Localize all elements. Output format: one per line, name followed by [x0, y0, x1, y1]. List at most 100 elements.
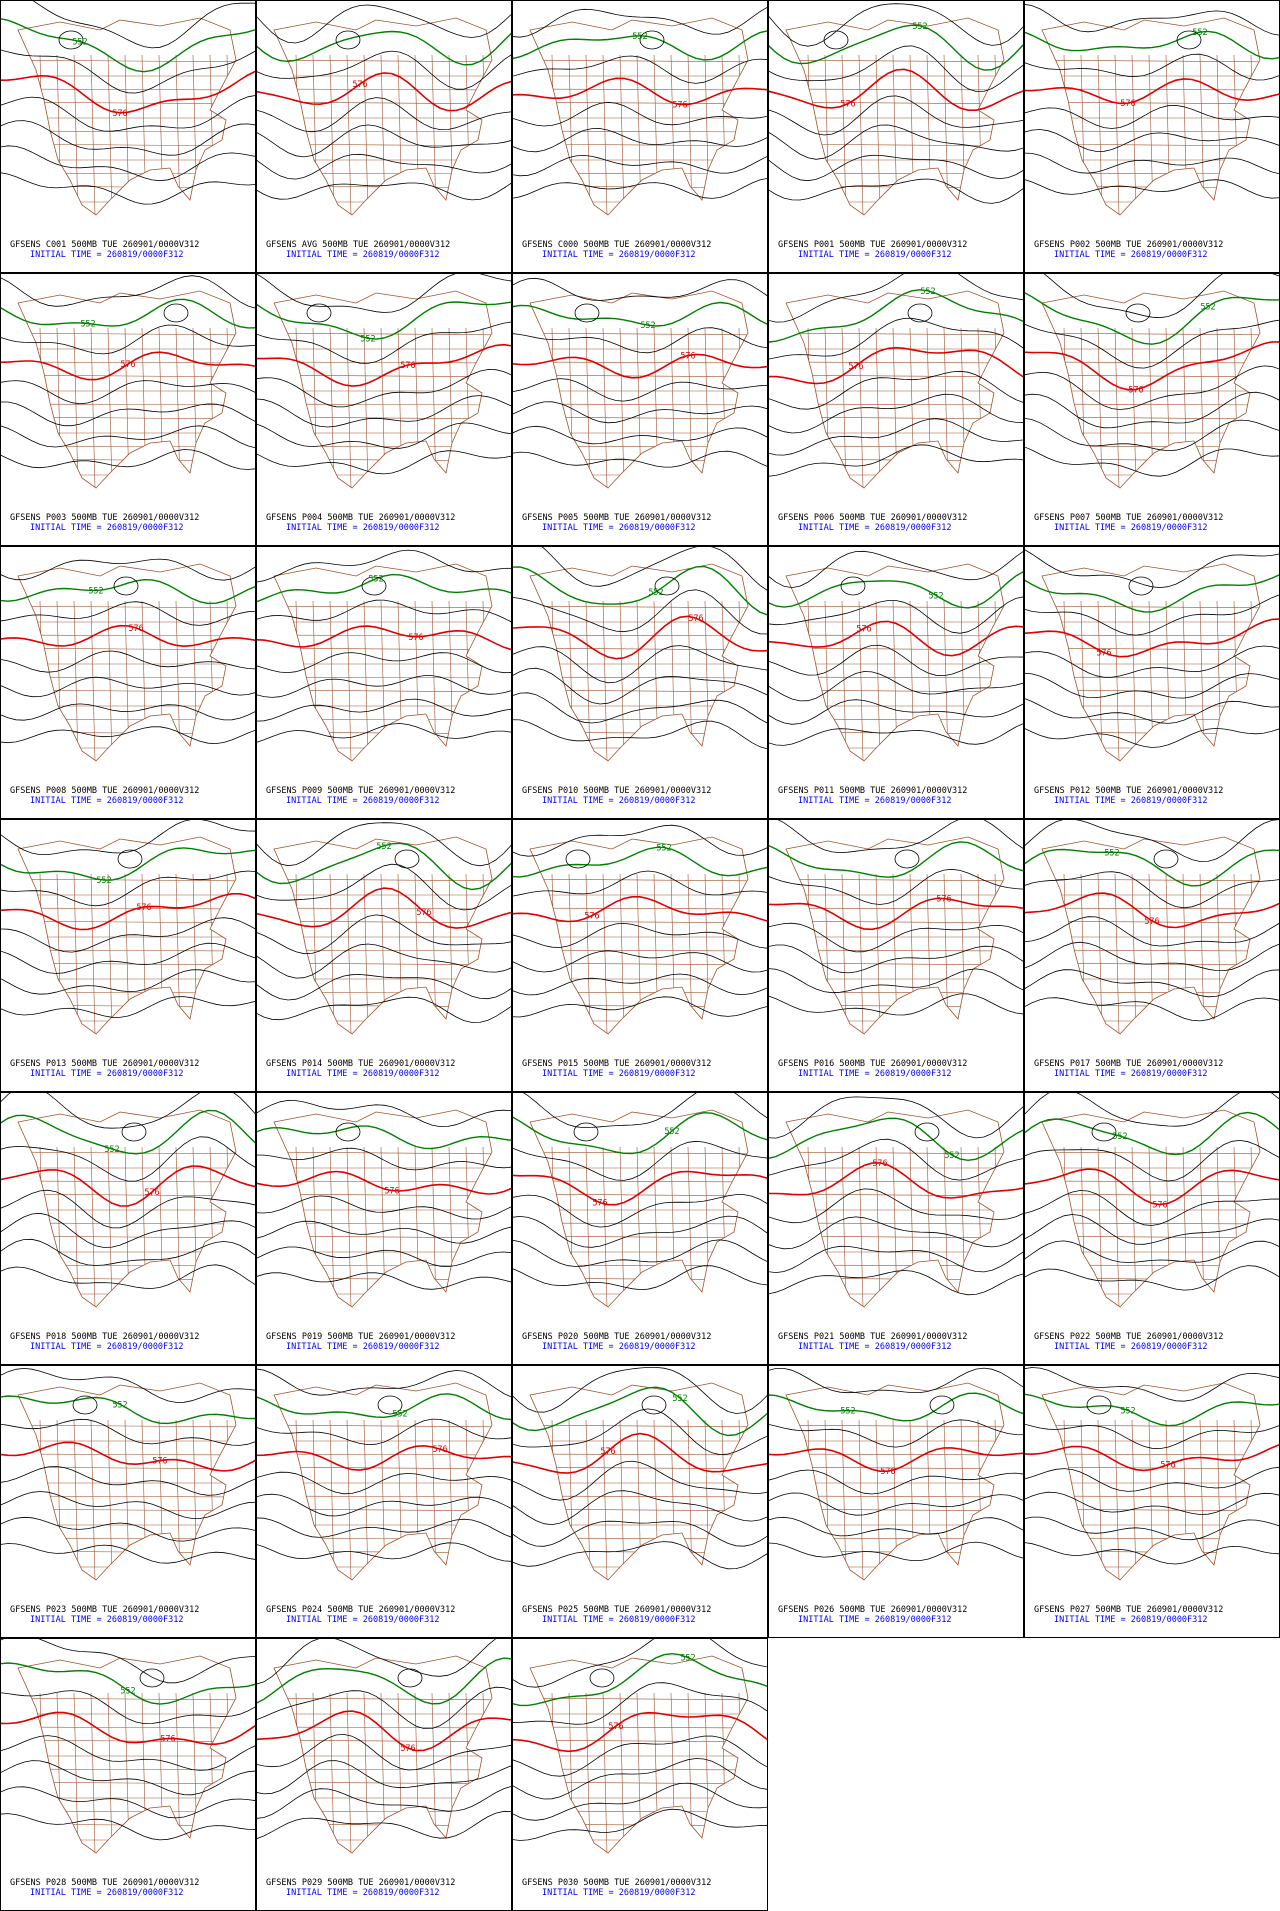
state-line [329, 873, 335, 1034]
contour-line [1025, 446, 1279, 477]
contour-label: 552 [656, 843, 671, 853]
contour-line [1, 120, 255, 156]
contour-line [513, 1194, 767, 1228]
contour-label: 576 [416, 908, 431, 918]
contour-line [1, 449, 255, 470]
state-line [363, 600, 369, 761]
state-line [585, 1419, 591, 1580]
contour-line [1025, 292, 1279, 345]
contour-line [257, 97, 511, 133]
contour-line [1025, 969, 1279, 998]
panel-frame [0, 0, 256, 273]
contour-line [769, 1270, 1023, 1296]
contour-line [1, 1711, 255, 1746]
contour-line [1025, 574, 1279, 613]
contour-line [257, 274, 511, 313]
map-panel: 576 GFSENS P019 500MB TUE 260901/0000V312… [256, 1092, 512, 1365]
state-line [786, 332, 1004, 336]
coastline [17, 1109, 237, 1308]
contour-line [1025, 1516, 1279, 1541]
initial-time: INITIAL TIME = 260819/0000F312 [1054, 523, 1208, 533]
map-panel: 552 576 GFSENS P011 500MB TUE 260901/0000V… [768, 546, 1024, 819]
map: 552 576 [1025, 820, 1279, 1035]
initial-time: INITIAL TIME = 260819/0000F312 [30, 250, 184, 260]
initial-time: INITIAL TIME = 260819/0000F312 [542, 1888, 696, 1898]
map-panel: 552 576 GFSENS P017 500MB TUE 260901/0000V… [1024, 819, 1280, 1092]
contour-line [513, 1711, 767, 1753]
panel-title: GFSENS P014 500MB TUE 260901/0000V312 [266, 1059, 455, 1069]
panel-frame [256, 546, 512, 819]
contour-line [769, 944, 1023, 974]
contour-line [513, 922, 767, 949]
state-line [585, 873, 591, 1034]
state-line [329, 1692, 335, 1853]
contour-label: 552 [640, 321, 655, 331]
contour-line [769, 124, 1023, 160]
state-line [841, 327, 847, 488]
contour-line [257, 549, 511, 583]
panel-title: GFSENS C000 500MB TUE 260901/0000V312 [522, 240, 711, 250]
panel-title: GFSENS P013 500MB TUE 260901/0000V312 [10, 1059, 199, 1069]
contour-low [639, 30, 665, 50]
contour-low [397, 1668, 423, 1688]
state-line [602, 873, 608, 1034]
contour-line [513, 692, 767, 724]
state-line [841, 1419, 847, 1580]
map-panel: 552 576 GFSENS P003 500MB TUE 260901/0000V… [0, 273, 256, 546]
state-line [602, 1419, 608, 1580]
coastline [1041, 563, 1261, 762]
map-panel: 552 576 GFSENS P020 500MB TUE 260901/0000V… [512, 1092, 768, 1365]
map-panel: 552 576 GFSENS P024 500MB TUE 260901/0000V… [256, 1365, 512, 1638]
contour-label: 576 [880, 1467, 895, 1477]
contour-label: 576 [128, 624, 143, 634]
contour-line [257, 1368, 511, 1398]
contour-line [513, 1735, 767, 1777]
state-line [274, 1726, 492, 1729]
coastline [17, 1655, 237, 1854]
initial-time: INITIAL TIME = 260819/0000F312 [798, 1615, 952, 1625]
panel-frame [256, 1092, 512, 1365]
contour-label: 576 [688, 614, 703, 624]
contour-low [914, 1122, 940, 1142]
contour-label: 552 [680, 1654, 695, 1664]
contour-low [907, 303, 933, 323]
state-line [363, 1692, 369, 1853]
panel-frame [1024, 1092, 1280, 1365]
panel-frame [256, 819, 512, 1092]
contour-label: 576 [1120, 99, 1135, 109]
contour-label: 552 [928, 591, 943, 601]
contour-line [769, 550, 1023, 589]
contour-label: 576 [160, 1735, 175, 1745]
contour-line [769, 571, 1023, 609]
contour-line [769, 393, 1023, 434]
state-line [786, 1424, 1004, 1428]
state-line [1114, 54, 1120, 215]
coastline [273, 17, 493, 216]
contour-line [513, 1808, 767, 1841]
contour-line [1025, 645, 1279, 678]
contour-line [1025, 618, 1279, 658]
contour-line [513, 378, 767, 402]
map-panel: 552 576 GFSENS P007 500MB TUE 260901/0000V… [1024, 273, 1280, 546]
map-panel: 552 576 GFSENS C001 500MB TUE 260901/0000V… [0, 0, 256, 273]
contour-line [513, 1111, 767, 1155]
contour-line [1, 1093, 255, 1129]
map-panel: 552 576 GFSENS P010 500MB TUE 260901/0000V… [512, 546, 768, 819]
contour-line [257, 1147, 511, 1171]
contour-line [1025, 78, 1279, 105]
state-line [274, 1424, 492, 1428]
contour-line [257, 301, 511, 340]
contour-label: 552 [1192, 28, 1207, 38]
contour-low [894, 849, 920, 869]
state-line [530, 1453, 748, 1456]
map-panel: 552 576 GFSENS P001 500MB TUE 260901/0000V… [768, 0, 1024, 273]
state-line [18, 88, 236, 91]
contour-line [769, 1138, 1023, 1181]
contour-label: 576 [848, 362, 863, 372]
contour-line [1, 847, 255, 881]
state-line [1131, 54, 1137, 215]
initial-time: INITIAL TIME = 260819/0000F312 [286, 1888, 440, 1898]
contour-label: 552 [912, 22, 927, 32]
map-panel: 552 576 GFSENS P027 500MB TUE 260901/0000V… [1024, 1365, 1280, 1638]
map-panel: 576 GFSENS P029 500MB TUE 260901/0000V312… [256, 1638, 512, 1911]
